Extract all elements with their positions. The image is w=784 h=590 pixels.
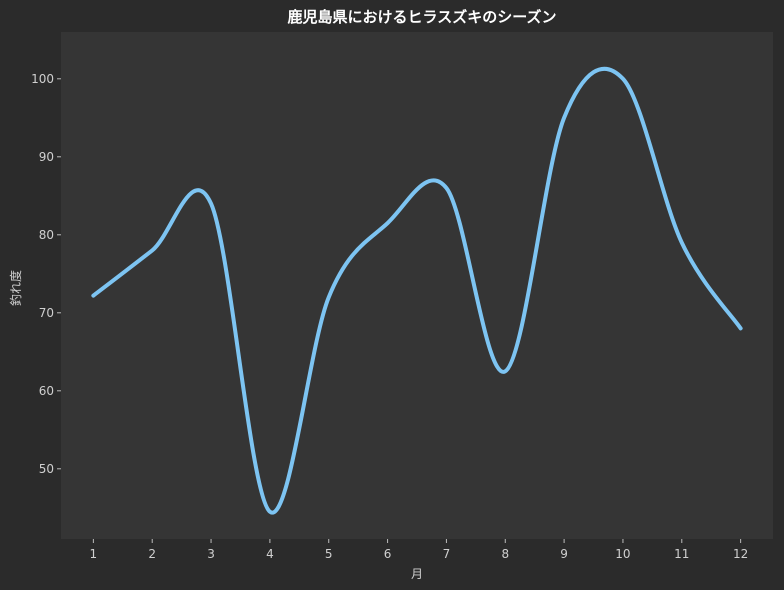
x-axis-label: 月	[411, 567, 423, 581]
series-layer	[91, 67, 743, 515]
y-tick-label: 90	[39, 150, 54, 164]
y-tick-label: 70	[39, 306, 54, 320]
x-tick-label: 5	[325, 547, 333, 561]
x-tick-label: 9	[560, 547, 568, 561]
y-tick-label: 50	[39, 462, 54, 476]
y-axis: 50 60 70 80 90 100	[31, 72, 61, 476]
y-tick-label: 80	[39, 228, 54, 242]
x-tick-label: 1	[90, 547, 98, 561]
y-axis-label: 釣れ度	[8, 270, 23, 306]
x-tick-label: 6	[384, 547, 392, 561]
y-tick-label: 60	[39, 384, 54, 398]
x-axis: 1 2 3 4 5 6 7 8 9 10 11 12	[90, 539, 748, 561]
x-tick-label: 3	[207, 547, 215, 561]
x-tick-label: 8	[501, 547, 509, 561]
chart-title: 鹿児島県におけるヒラスズキのシーズン	[288, 8, 557, 26]
x-tick-label: 2	[148, 547, 156, 561]
x-tick-label: 11	[674, 547, 689, 561]
series-line	[91, 67, 743, 515]
x-tick-label: 10	[615, 547, 630, 561]
y-tick-label: 100	[31, 72, 54, 86]
plot-area	[61, 32, 773, 539]
x-tick-label: 7	[443, 547, 451, 561]
x-tick-label: 4	[266, 547, 274, 561]
x-tick-label: 12	[733, 547, 748, 561]
